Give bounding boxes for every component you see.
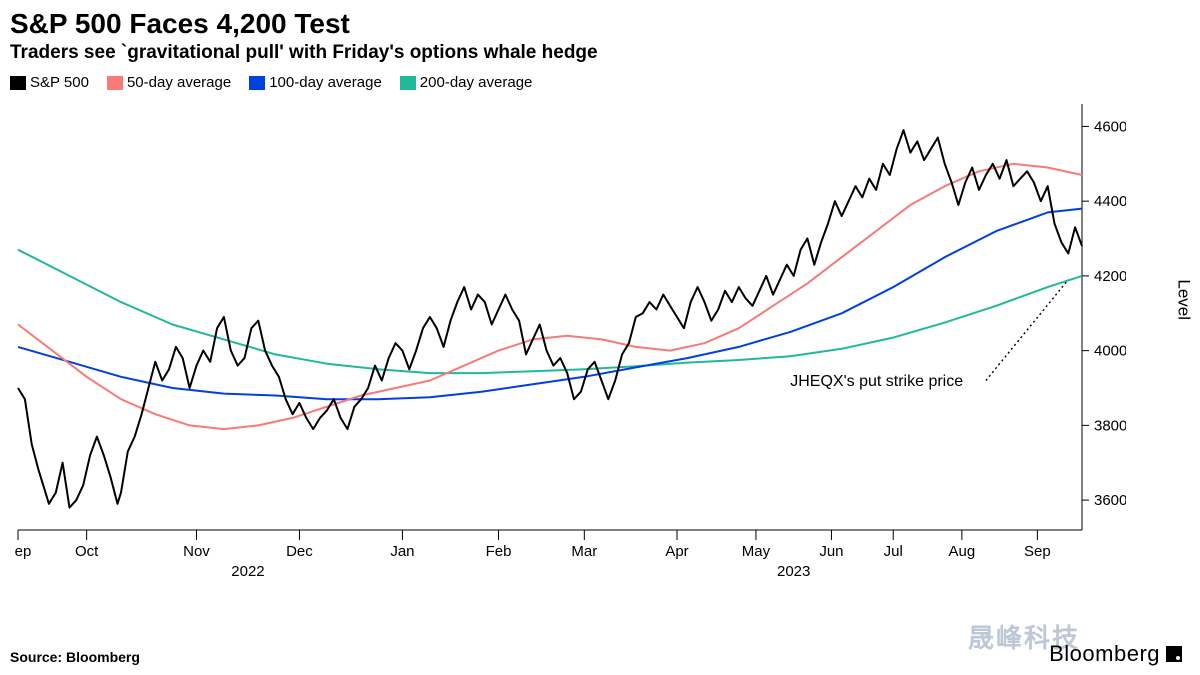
legend-label: 100-day average	[269, 74, 382, 91]
legend: S&P 500 50-day average 100-day average 200-…	[0, 68, 1200, 97]
svg-text:4400: 4400	[1094, 193, 1126, 210]
svg-text:3600: 3600	[1094, 492, 1126, 509]
legend-item: 50-day average	[107, 74, 231, 91]
svg-text:Jun: Jun	[819, 543, 843, 560]
svg-text:Aug: Aug	[949, 543, 976, 560]
svg-text:Mar: Mar	[571, 543, 597, 560]
legend-label: 200-day average	[420, 74, 533, 91]
brand-icon	[1166, 646, 1182, 662]
svg-text:Feb: Feb	[486, 543, 512, 560]
legend-item: S&P 500	[10, 74, 89, 91]
source-attribution: Source: Bloomberg	[10, 649, 140, 665]
chart-area: 3600 3800 4000 4200 4400 4600 Sep Oct Nov Dec Jan F…	[14, 100, 1126, 580]
legend-item: 200-day average	[400, 74, 533, 91]
legend-swatch	[400, 76, 416, 90]
svg-text:Sep: Sep	[1024, 543, 1051, 560]
legend-label: 50-day average	[127, 74, 231, 91]
line-chart: 3600 3800 4000 4200 4400 4600 Sep Oct Nov Dec Jan F…	[14, 100, 1126, 600]
svg-text:3800: 3800	[1094, 417, 1126, 434]
svg-text:2022: 2022	[231, 563, 264, 580]
chart-title: S&P 500 Faces 4,200 Test	[0, 0, 1200, 40]
svg-text:Jan: Jan	[390, 543, 414, 560]
legend-swatch	[107, 76, 123, 90]
annotation-label: JHEQX's put strike price	[790, 373, 963, 391]
y-axis-label: Level	[1174, 279, 1194, 320]
svg-text:Oct: Oct	[75, 543, 99, 560]
svg-text:Jul: Jul	[884, 543, 903, 560]
legend-swatch	[10, 76, 26, 90]
svg-text:Sep: Sep	[14, 543, 31, 560]
svg-text:4600: 4600	[1094, 118, 1126, 135]
brand-text: Bloomberg	[1049, 641, 1160, 667]
svg-text:4000: 4000	[1094, 343, 1126, 360]
svg-text:Nov: Nov	[183, 543, 210, 560]
svg-text:May: May	[742, 543, 771, 560]
chart-subtitle: Traders see `gravitational pull' with Fr…	[0, 40, 1200, 68]
svg-text:Apr: Apr	[665, 543, 688, 560]
svg-text:2023: 2023	[777, 563, 810, 580]
brand-logo: Bloomberg	[1049, 641, 1182, 667]
legend-item: 100-day average	[249, 74, 382, 91]
legend-swatch	[249, 76, 265, 90]
svg-text:Dec: Dec	[286, 543, 313, 560]
svg-text:4200: 4200	[1094, 268, 1126, 285]
legend-label: S&P 500	[30, 74, 89, 91]
